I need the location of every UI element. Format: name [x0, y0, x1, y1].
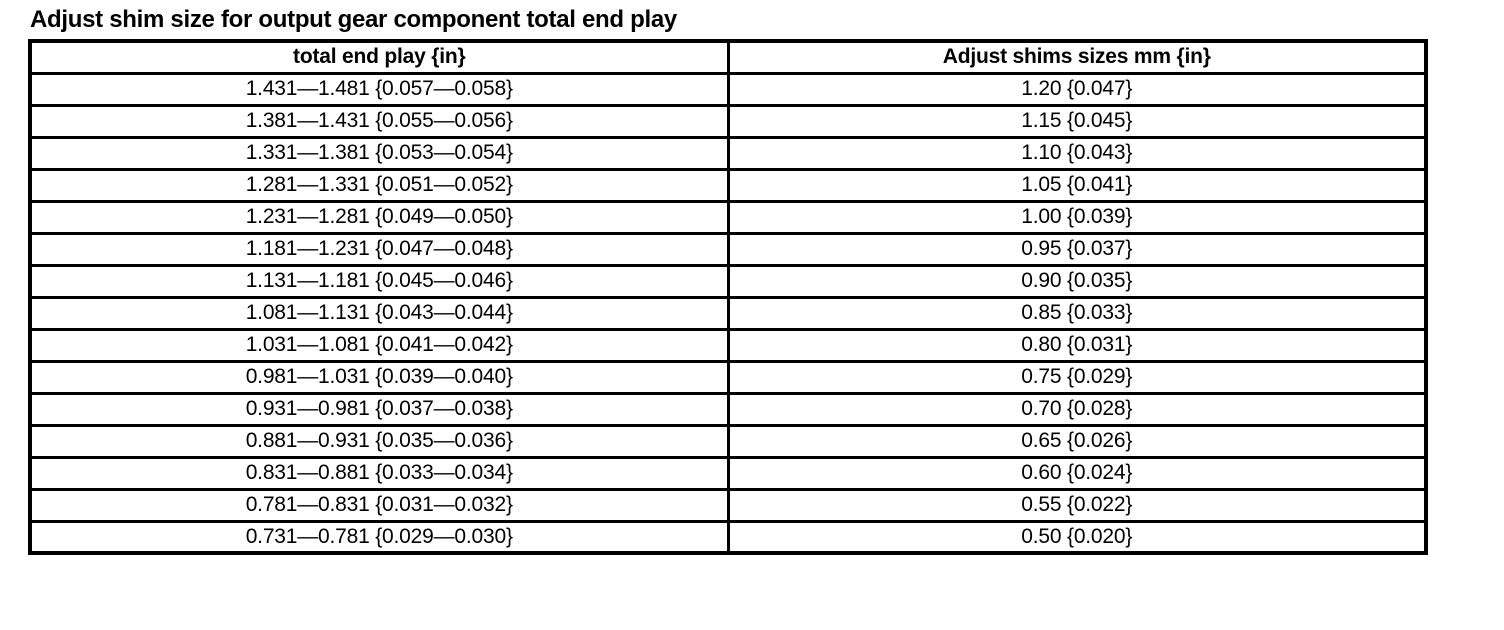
table-row: 1.331—1.381 {0.053—0.054} 1.10 {0.043} [28, 135, 1428, 171]
shim-size-cell: 1.20 {0.047} [726, 71, 1428, 107]
table-row: 1.031—1.081 {0.041—0.042} 0.80 {0.031} [28, 327, 1428, 363]
column-header-adjust-shim-sizes: Adjust shims sizes mm {in} [726, 39, 1428, 75]
table-row: 0.781—0.831 {0.031—0.032} 0.55 {0.022} [28, 487, 1428, 523]
total-end-play-cell: 1.331—1.381 {0.053—0.054} [28, 135, 730, 171]
table-row: 1.381—1.431 {0.055—0.056} 1.15 {0.045} [28, 103, 1428, 139]
shim-adjustment-table: total end play {in} Adjust shims sizes m… [28, 39, 1428, 555]
total-end-play-cell: 1.181—1.231 {0.047—0.048} [28, 231, 730, 267]
table-row: 1.431—1.481 {0.057—0.058} 1.20 {0.047} [28, 71, 1428, 107]
table-row: 1.281—1.331 {0.051—0.052} 1.05 {0.041} [28, 167, 1428, 203]
table-header: total end play {in} Adjust shims sizes m… [28, 39, 1428, 75]
shim-size-cell: 0.85 {0.033} [726, 295, 1428, 331]
table-row: 1.131—1.181 {0.045—0.046} 0.90 {0.035} [28, 263, 1428, 299]
document-page: Adjust shim size for output gear compone… [28, 6, 1428, 555]
total-end-play-cell: 1.131—1.181 {0.045—0.046} [28, 263, 730, 299]
shim-size-cell: 1.15 {0.045} [726, 103, 1428, 139]
table-row: 0.931—0.981 {0.037—0.038} 0.70 {0.028} [28, 391, 1428, 427]
table-row: 0.881—0.931 {0.035—0.036} 0.65 {0.026} [28, 423, 1428, 459]
total-end-play-cell: 1.081—1.131 {0.043—0.044} [28, 295, 730, 331]
total-end-play-cell: 0.881—0.931 {0.035—0.036} [28, 423, 730, 459]
shim-size-cell: 0.95 {0.037} [726, 231, 1428, 267]
table-body: 1.431—1.481 {0.057—0.058} 1.20 {0.047} 1.3… [28, 71, 1428, 555]
total-end-play-cell: 0.781—0.831 {0.031—0.032} [28, 487, 730, 523]
total-end-play-cell: 1.381—1.431 {0.055—0.056} [28, 103, 730, 139]
total-end-play-cell: 0.981—1.031 {0.039—0.040} [28, 359, 730, 395]
shim-size-cell: 0.90 {0.035} [726, 263, 1428, 299]
shim-size-cell: 0.65 {0.026} [726, 423, 1428, 459]
shim-size-cell: 1.05 {0.041} [726, 167, 1428, 203]
total-end-play-cell: 1.031—1.081 {0.041—0.042} [28, 327, 730, 363]
table-row: 1.231—1.281 {0.049—0.050} 1.00 {0.039} [28, 199, 1428, 235]
total-end-play-cell: 1.231—1.281 {0.049—0.050} [28, 199, 730, 235]
total-end-play-cell: 1.281—1.331 {0.051—0.052} [28, 167, 730, 203]
total-end-play-cell: 0.931—0.981 {0.037—0.038} [28, 391, 730, 427]
total-end-play-cell: 1.431—1.481 {0.057—0.058} [28, 71, 730, 107]
shim-size-cell: 0.55 {0.022} [726, 487, 1428, 523]
table-row: 1.081—1.131 {0.043—0.044} 0.85 {0.033} [28, 295, 1428, 331]
shim-size-cell: 0.60 {0.024} [726, 455, 1428, 491]
table-row: 0.981—1.031 {0.039—0.040} 0.75 {0.029} [28, 359, 1428, 395]
shim-size-cell: 0.50 {0.020} [726, 519, 1428, 555]
table-row: 0.731—0.781 {0.029—0.030} 0.50 {0.020} [28, 519, 1428, 555]
table-header-row: total end play {in} Adjust shims sizes m… [28, 39, 1428, 75]
shim-size-cell: 1.10 {0.043} [726, 135, 1428, 171]
table-row: 0.831—0.881 {0.033—0.034} 0.60 {0.024} [28, 455, 1428, 491]
column-header-total-end-play: total end play {in} [28, 39, 730, 75]
shim-size-cell: 0.70 {0.028} [726, 391, 1428, 427]
page-title: Adjust shim size for output gear compone… [30, 6, 677, 33]
shim-size-cell: 1.00 {0.039} [726, 199, 1428, 235]
table-row: 1.181—1.231 {0.047—0.048} 0.95 {0.037} [28, 231, 1428, 267]
shim-size-cell: 0.75 {0.029} [726, 359, 1428, 395]
total-end-play-cell: 0.731—0.781 {0.029—0.030} [28, 519, 730, 555]
total-end-play-cell: 0.831—0.881 {0.033—0.034} [28, 455, 730, 491]
shim-size-cell: 0.80 {0.031} [726, 327, 1428, 363]
